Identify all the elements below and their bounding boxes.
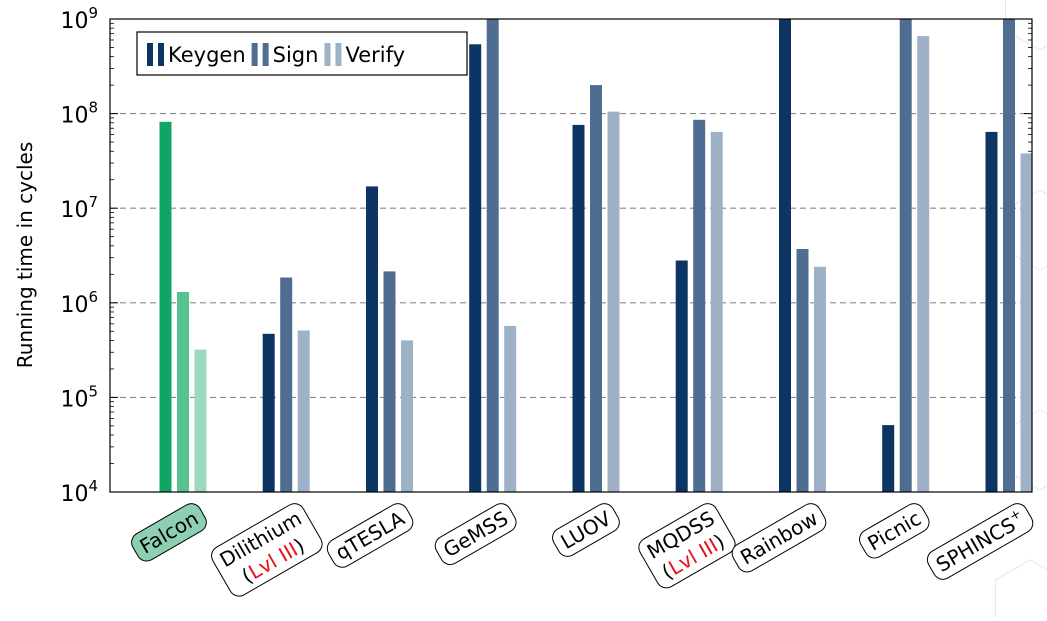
y-tick-label: 106 [60,288,98,318]
bar-verify [1020,153,1033,492]
x-category-label: MQDSS(Lvl III) [638,503,736,589]
x-category-label: qTESLA [326,503,414,568]
x-label-box [859,503,930,559]
bar-sign [693,119,706,493]
bar-sign [899,19,912,492]
bar-verify [917,36,930,492]
bar-keygen [882,425,895,492]
legend: Keygen Sign Verify [136,31,468,76]
bar-sign [383,271,396,492]
bar-verify [194,349,207,492]
bar-verify [814,266,826,492]
x-label-box [326,503,414,568]
plot-frame [109,18,1033,493]
bar-keygen [469,44,482,493]
x-label-box [731,503,827,573]
x-category-label: SPHINCS+ [926,503,1034,580]
x-label-box [552,503,620,557]
legend-swatch [251,43,258,66]
bar-sign [486,19,499,492]
bar-verify [401,340,413,492]
bar-sign [590,85,602,492]
legend-label: Verify [345,43,405,67]
bar-keygen [675,260,688,492]
x-category-label: Rainbow [731,503,827,573]
x-label-box [211,503,323,597]
legend-label: Keygen [168,43,246,67]
bar-verify [504,325,517,492]
x-label-box [926,503,1034,580]
bar-keygen [572,124,585,493]
bar-verify [710,131,723,492]
x-category-label: GeMSS [434,503,517,566]
y-tick-label: 107 [60,193,98,223]
x-category-label: Falcon [131,503,207,562]
y-tick-label: 109 [60,4,98,34]
bar-sign [1003,19,1015,492]
bar-keygen [159,121,172,493]
y-tick-label: 108 [60,99,98,129]
bar-keygen [366,186,378,492]
bar-sign [177,292,189,492]
bar-keygen [262,333,275,492]
x-label-box [434,503,517,566]
y-tick-label: 105 [60,382,98,412]
x-tick-label: Falcon [136,506,203,558]
bar-sign [280,277,293,492]
legend-swatch [147,43,153,66]
legend-swatch [158,43,164,66]
x-label-box [638,503,736,589]
legend-swatch [324,43,331,66]
y-axis-label: Running time in cycles [13,142,37,369]
x-category-label: Picnic [859,503,930,559]
legend-box [136,31,468,76]
legend-swatch [262,43,269,66]
x-category-label: Dilithium(Lvl III) [211,503,323,597]
x-label-box [131,503,207,562]
bar-verify [297,330,310,492]
x-tick-label: SPHINCS+ [931,506,1029,577]
legend-swatch [335,43,342,66]
bar-sign [796,249,809,492]
y-tick-label: 104 [60,477,98,507]
x-category-label: LUOV [552,503,620,557]
bar-keygen [779,19,791,492]
legend-label: Sign [273,43,319,67]
bar-verify [607,111,620,492]
bar-keygen [985,131,998,492]
